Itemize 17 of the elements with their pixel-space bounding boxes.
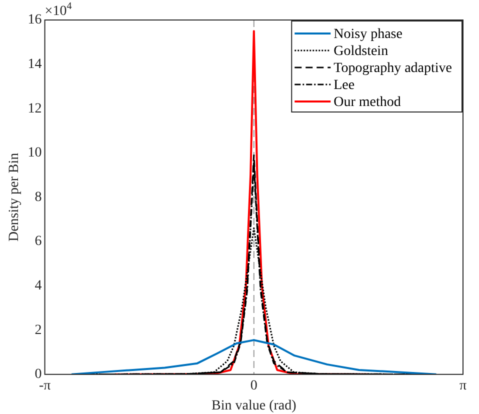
y-axis-title: Density per Bin (7, 152, 22, 242)
x-tick-label: 0 (250, 378, 258, 394)
legend-label: Lee (334, 78, 355, 94)
legend-label: Topography adaptive (334, 61, 452, 76)
x-axis-title: Bin value (rad) (212, 398, 297, 414)
y-tick-label: 10 (28, 146, 42, 161)
y-tick-label: 12 (28, 101, 42, 116)
y-tick-label: 16 (28, 12, 42, 28)
legend-label: Noisy phase (334, 27, 402, 42)
y-tick-label: 6 (34, 234, 42, 250)
y-tick-label: 4 (34, 278, 42, 294)
y-tick-label: 14 (28, 56, 42, 72)
y-tick-label: 8 (34, 190, 42, 205)
x-tick-label: π (459, 378, 467, 394)
legend-label: Our method (334, 95, 401, 110)
legend-label: Goldstein (334, 44, 388, 60)
y-tick-label: 2 (34, 322, 42, 338)
